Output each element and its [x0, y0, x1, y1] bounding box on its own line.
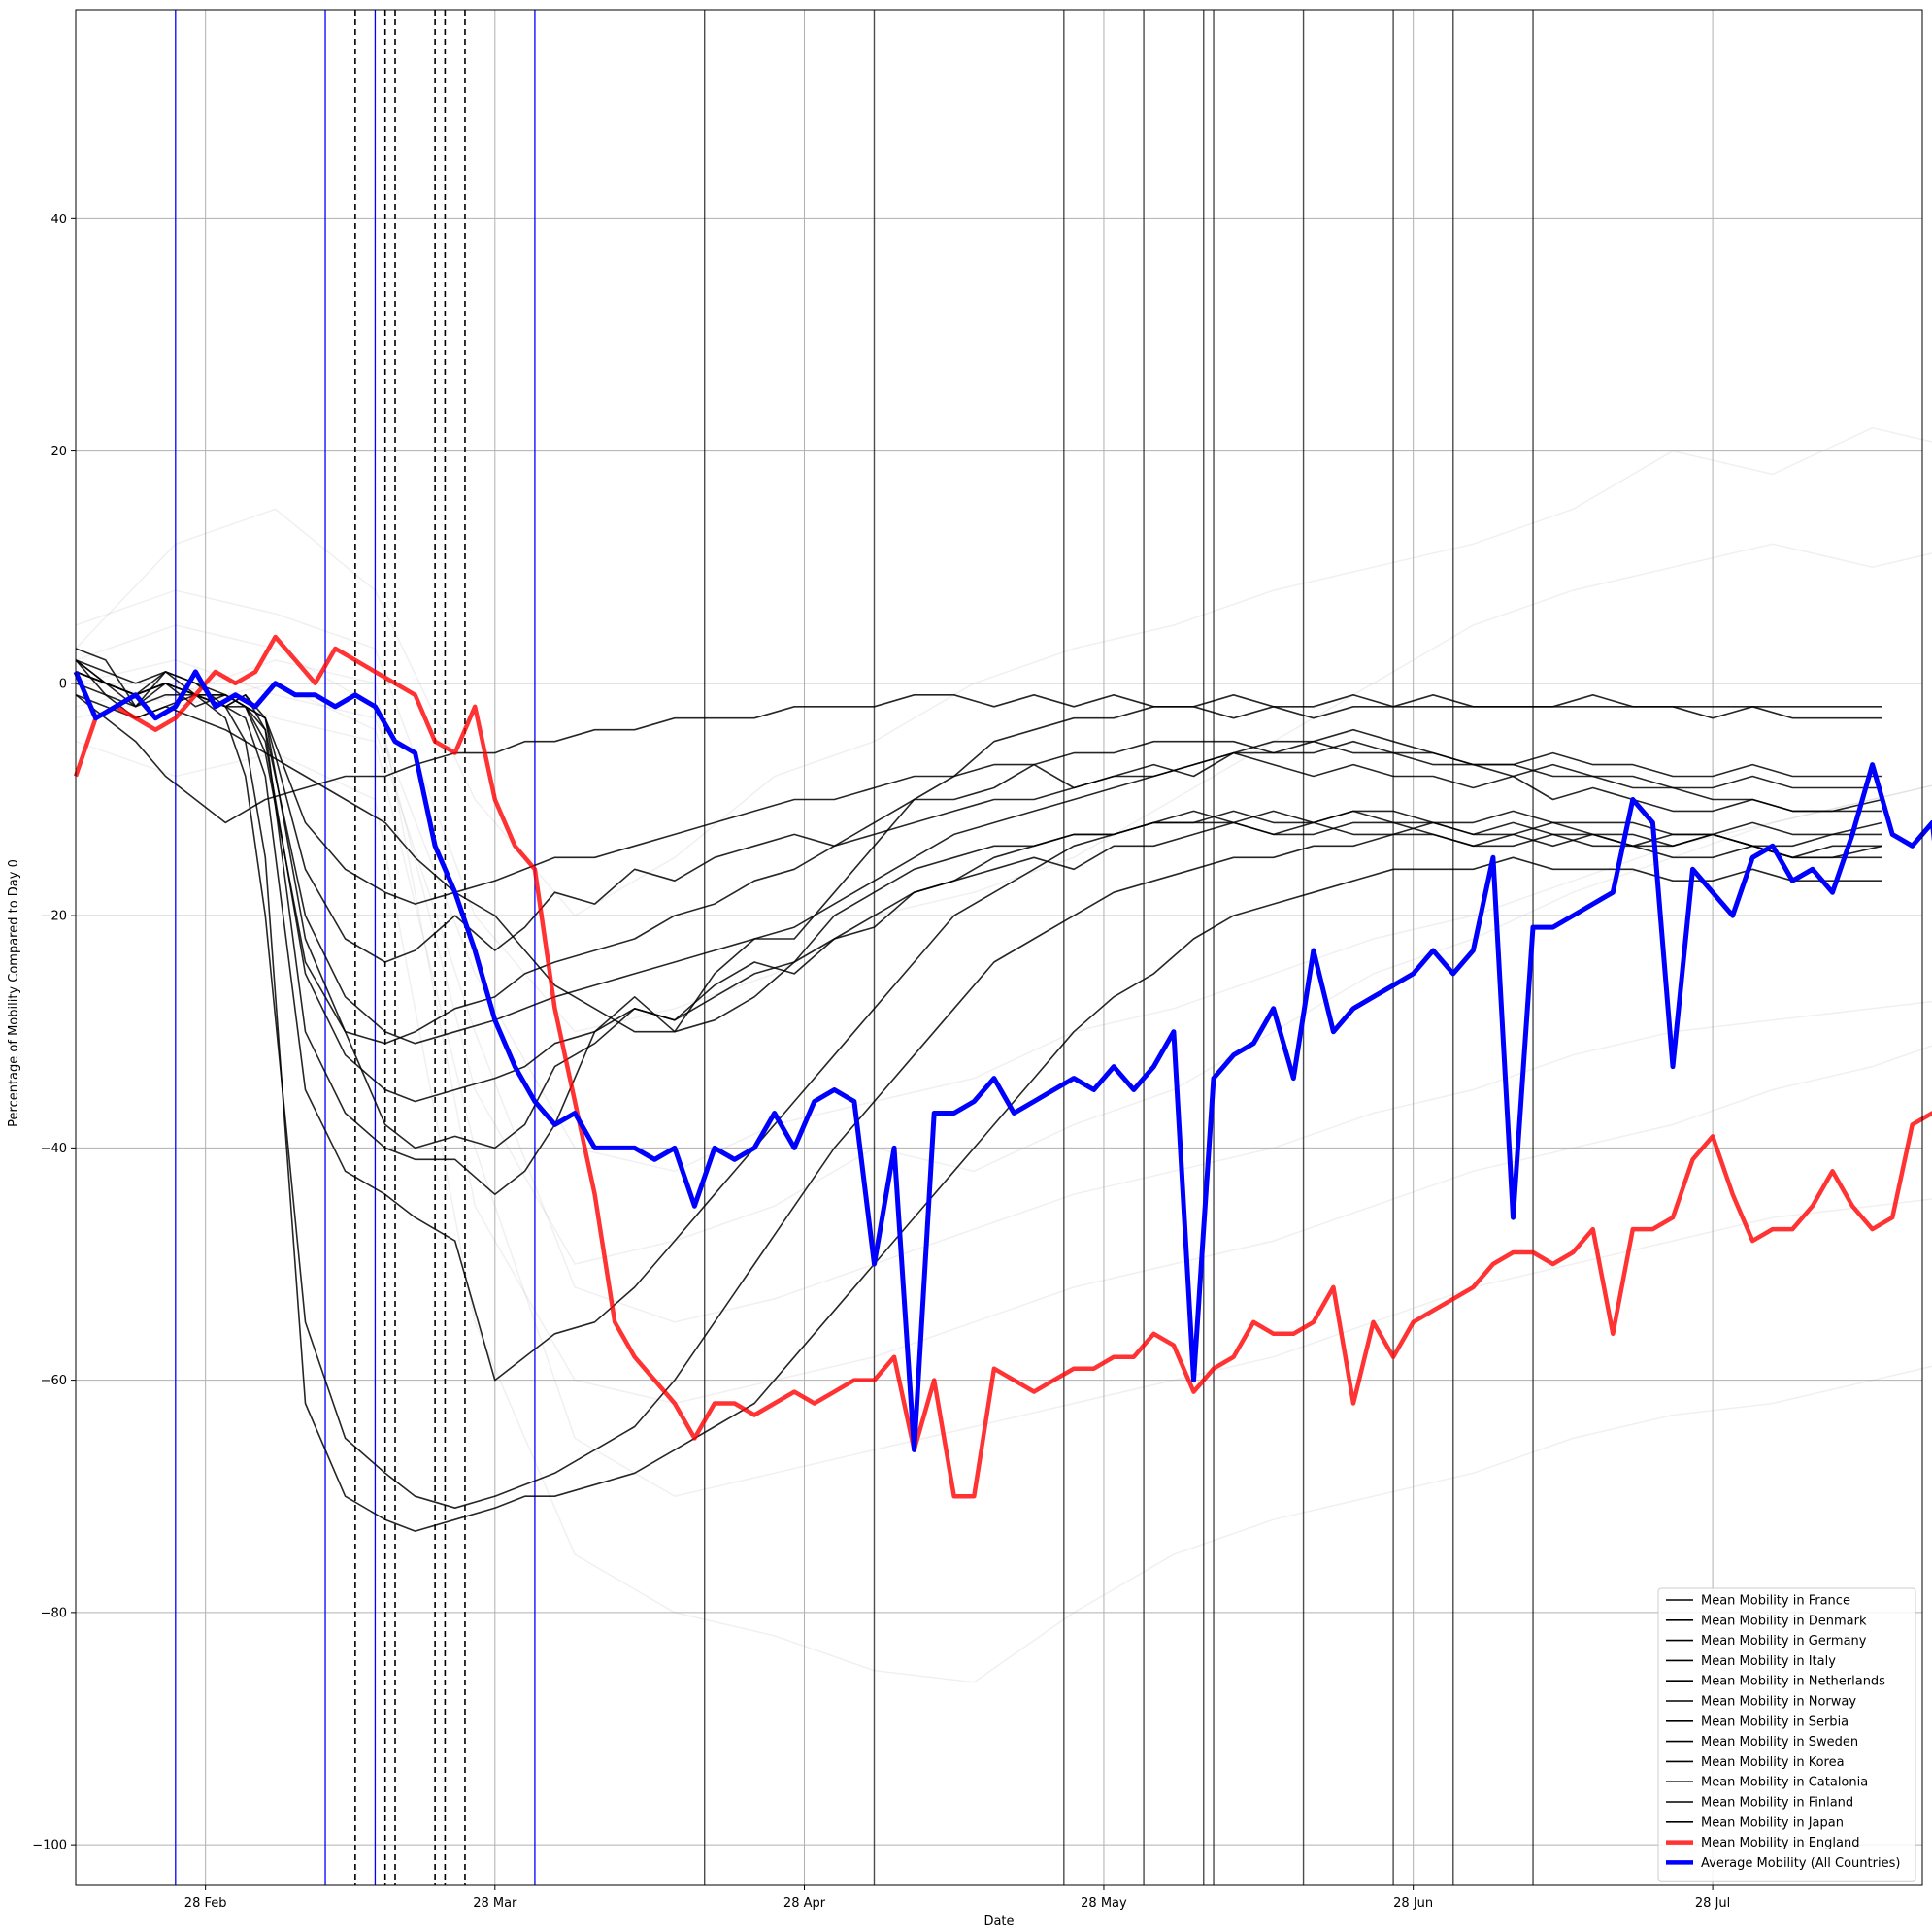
x-tick-label: 28 May [1081, 1896, 1127, 1911]
y-tick-label: 20 [50, 445, 67, 459]
background-series-line [75, 671, 1932, 1323]
series-line-mean-mobility-in-sweden [75, 671, 1882, 905]
legend-item: Mean Mobility in Norway [1666, 1695, 1856, 1710]
background-series-line [75, 683, 1932, 1497]
legend-label: Mean Mobility in Catalonia [1701, 1776, 1868, 1790]
y-axis-label: Percentage of Mobility Compared to Day 0 [7, 859, 21, 1127]
background-lines [75, 426, 1932, 1683]
background-series-line [75, 740, 1932, 1683]
series-line-mean-mobility-in-norway [75, 659, 1882, 1045]
x-tick-label: 28 Apr [783, 1896, 826, 1911]
x-tick-label: 28 Jul [1695, 1896, 1730, 1911]
y-axis-ticks: −100 −80 −60 −40 −20 0 20 40 [32, 213, 76, 1853]
legend-label: Mean Mobility in England [1701, 1836, 1860, 1850]
series-line-mean-mobility-in-italy [75, 659, 1882, 1509]
series-line-mean-mobility-in-japan [75, 694, 1882, 1033]
x-axis-ticks: 28 Feb 28 Mar 28 Apr 28 May 28 Jun 28 Jul [184, 1885, 1730, 1911]
legend-item: Mean Mobility in Finland [1666, 1796, 1853, 1811]
legend-label: Mean Mobility in Japan [1701, 1815, 1844, 1830]
legend-label: Mean Mobility in France [1701, 1594, 1850, 1609]
series-line-mean-mobility-in-catalonia [75, 659, 1882, 1532]
y-tick-label: −60 [41, 1374, 67, 1388]
series-line-average-mobility-all-countries [73, 669, 1932, 1452]
y-tick-label: −100 [32, 1839, 67, 1853]
legend: Mean Mobility in France Mean Mobility in … [1657, 1587, 1916, 1882]
legend-item: Mean Mobility in Serbia [1666, 1715, 1849, 1729]
series-line-mean-mobility-in-france [75, 648, 1882, 1195]
y-tick-label: 0 [59, 677, 67, 691]
background-series-line [75, 543, 1932, 1033]
legend-label: Mean Mobility in Korea [1701, 1755, 1845, 1770]
legend-item: Mean Mobility in England [1666, 1836, 1860, 1850]
legend-box [1657, 1587, 1916, 1882]
background-series-line [75, 426, 1932, 917]
x-tick-label: 28 Mar [473, 1896, 517, 1911]
legend-item: Mean Mobility in France [1666, 1594, 1850, 1609]
x-tick-label: 28 Feb [184, 1896, 227, 1911]
legend-label: Average Mobility (All Countries) [1701, 1856, 1900, 1871]
background-series-line [75, 659, 1932, 1405]
y-tick-label: −40 [41, 1142, 67, 1156]
legend-label: Mean Mobility in Sweden [1701, 1735, 1858, 1749]
legend-item: Mean Mobility in Italy [1666, 1654, 1836, 1669]
event-vertical-lines [175, 10, 1534, 1885]
series-line-mean-mobility-in-england [73, 634, 1932, 1499]
series-line-mean-mobility-in-finland [75, 671, 1882, 1045]
legend-item: Mean Mobility in Japan [1666, 1815, 1844, 1830]
series-line-mean-mobility-in-serbia [75, 659, 1882, 1382]
x-tick-label: 28 Jun [1393, 1896, 1433, 1911]
plot-frame [75, 9, 1923, 1886]
background-series-line [75, 659, 1932, 1173]
legend-label: Mean Mobility in Italy [1701, 1654, 1836, 1669]
legend-label: Mean Mobility in Serbia [1701, 1715, 1849, 1729]
legend-label: Mean Mobility in Finland [1701, 1796, 1853, 1811]
series-lines [73, 634, 1932, 1532]
y-tick-label: 40 [50, 213, 67, 227]
series-line-mean-mobility-in-korea [75, 694, 1882, 824]
legend-item: Mean Mobility in Denmark [1666, 1614, 1867, 1628]
legend-label: Mean Mobility in Denmark [1701, 1614, 1867, 1628]
legend-item: Mean Mobility in Netherlands [1666, 1675, 1885, 1689]
legend-label: Mean Mobility in Netherlands [1701, 1675, 1885, 1689]
background-series-line [75, 624, 1932, 1265]
legend-item: Mean Mobility in Sweden [1666, 1735, 1858, 1749]
series-line-mean-mobility-in-denmark [75, 671, 1883, 963]
legend-item: Mean Mobility in Catalonia [1666, 1776, 1868, 1790]
legend-item: Average Mobility (All Countries) [1666, 1856, 1900, 1871]
legend-items: Mean Mobility in France Mean Mobility in … [1666, 1594, 1900, 1871]
y-tick-label: −80 [41, 1606, 67, 1620]
legend-label: Mean Mobility in Norway [1701, 1695, 1856, 1710]
grid-layer [76, 10, 1922, 1885]
legend-item: Mean Mobility in Korea [1666, 1755, 1845, 1770]
legend-label: Mean Mobility in Germany [1701, 1634, 1867, 1649]
x-axis-label: Date [983, 1915, 1014, 1929]
y-tick-label: −20 [41, 910, 67, 924]
legend-item: Mean Mobility in Germany [1666, 1634, 1867, 1649]
